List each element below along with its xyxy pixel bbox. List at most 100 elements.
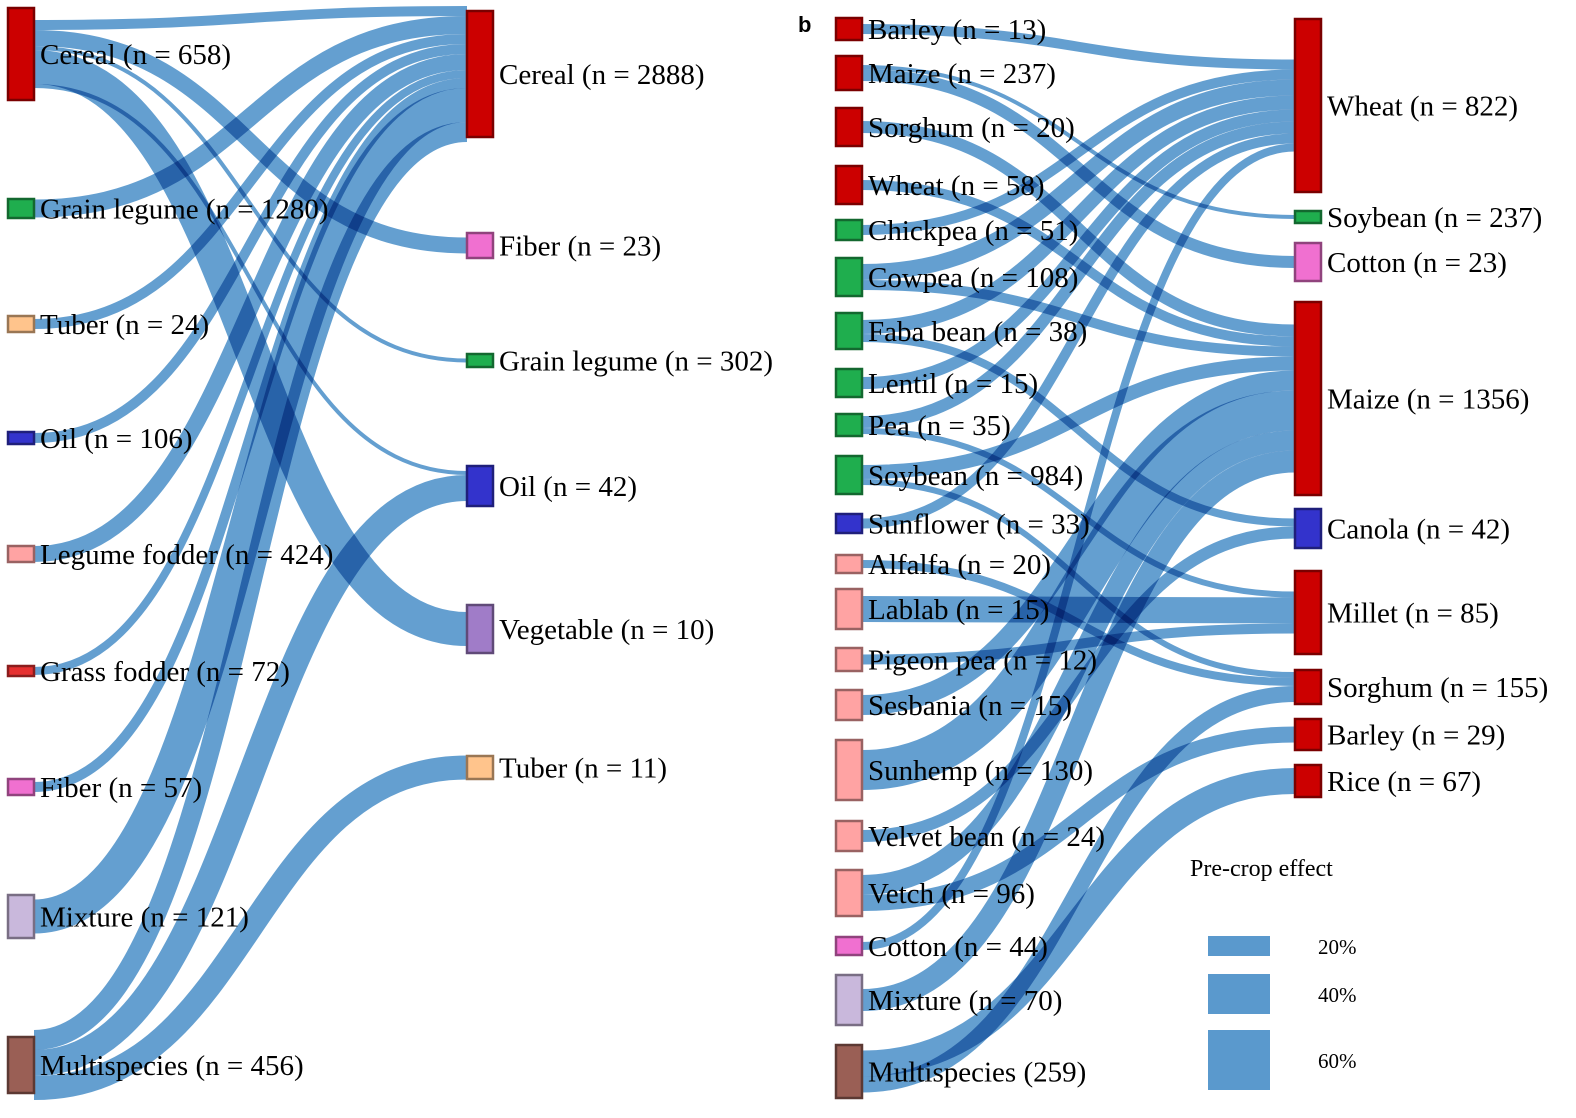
source-bar-mixture [834, 973, 864, 1027]
target-label-t_sorghum: Sorghum (n = 155) [1327, 672, 1548, 704]
target-label-t_tuber: Tuber (n = 11) [499, 753, 667, 785]
target-label-t_canola: Canola (n = 42) [1327, 514, 1510, 546]
flow-pea-to-t_wheat [861, 121, 1296, 428]
target-node-t_canola: Canola (n = 42) [1293, 507, 1510, 550]
source-node-sesbania: Sesbania (n = 15) [834, 688, 1072, 722]
source-node-lentil: Lentil (n = 15) [834, 367, 1038, 400]
source-node-velvet_bean: Velvet bean (n = 24) [834, 819, 1105, 853]
source-bar-faba_bean [834, 311, 864, 351]
target-label-t_cereal: Cereal (n = 2888) [499, 59, 705, 91]
flow-tuber-to-t_cereal [33, 34, 468, 329]
source-node-vetch: Vetch (n = 96) [834, 868, 1035, 918]
flow-multispecies-to-t_rice [861, 768, 1296, 1077]
source-label-maize: Maize (n = 237) [868, 58, 1056, 90]
target-bar-t_barley [1293, 717, 1323, 752]
target-label-t_fiber: Fiber (n = 23) [499, 231, 661, 263]
flow-faba_bean-to-t_canola [861, 334, 1296, 527]
source-node-wheat: Wheat (n = 58) [834, 164, 1045, 206]
flow-cotton-to-t_wheat [861, 143, 1296, 950]
target-bar-t_rice [1293, 763, 1323, 799]
flow-sunflower-to-t_wheat [861, 133, 1296, 529]
panel-b-flows [861, 24, 1296, 1093]
flow-maize-to-t_cotton [861, 69, 1296, 268]
source-label-soybean: Soybean (n = 984) [868, 460, 1083, 492]
target-label-t_grain_legume: Grain legume (n = 302) [499, 346, 773, 378]
flow-grass_fodder-to-t_cereal [33, 70, 468, 675]
source-bar-maize [834, 54, 864, 92]
panel-b: b Barley (n = 13) Maize (n = 237) Sorghum … [798, 12, 1548, 1100]
target-node-t_oil: Oil (n = 42) [465, 464, 637, 508]
source-node-grass_fodder: Grass fodder (n = 72) [6, 656, 290, 688]
source-bar-wheat [834, 164, 864, 206]
source-node-multispecies: Multispecies (n = 456) [6, 1035, 304, 1095]
flow-mixture-to-t_maize [861, 450, 1296, 1011]
source-bar-lentil [834, 367, 864, 399]
target-node-t_barley: Barley (n = 29) [1293, 717, 1505, 752]
target-bar-t_cotton [1293, 241, 1323, 283]
source-bar-pigeon_pea [834, 646, 864, 673]
flow-chickpea-to-t_wheat [861, 69, 1296, 235]
source-label-alfalfa: Alfalfa (n = 20) [868, 549, 1051, 581]
source-bar-oil [6, 430, 36, 446]
target-node-t_tuber: Tuber (n = 11) [465, 753, 667, 785]
target-label-t_barley: Barley (n = 29) [1327, 720, 1505, 752]
flow-cereal-to-t_vegetable [33, 50, 468, 646]
flow-multispecies-to-t_sorghum [861, 686, 1296, 1093]
flow-soybean-to-t_maize [861, 356, 1296, 479]
flow-grain_legume-to-t_cereal [33, 16, 468, 218]
source-bar-sunflower [834, 512, 864, 535]
flow-wheat-to-t_maize [861, 180, 1296, 347]
target-label-t_oil: Oil (n = 42) [499, 471, 637, 503]
target-bar-t_maize [1293, 300, 1323, 497]
target-label-t_wheat: Wheat (n = 822) [1327, 91, 1518, 123]
flow-pea-to-t_millet [861, 428, 1296, 598]
source-node-oil: Oil (n = 106) [6, 423, 192, 455]
target-label-t_cotton: Cotton (n = 23) [1327, 247, 1507, 279]
source-bar-lablab [834, 587, 864, 631]
target-label-t_millet: Millet (n = 85) [1327, 598, 1499, 630]
legend: Pre-crop effect 20% 40% 60% [1190, 856, 1357, 1090]
source-bar-sunhemp [834, 738, 864, 802]
source-node-tuber: Tuber (n = 24) [6, 309, 209, 341]
flow-multispecies-to-t_cereal [33, 122, 468, 1050]
source-bar-sesbania [834, 688, 864, 722]
source-bar-sorghum [834, 106, 864, 148]
source-node-sunflower: Sunflower (n = 33) [834, 509, 1090, 541]
flow-vetch-to-t_maize [861, 430, 1296, 895]
flow-fiber-to-t_cereal [33, 78, 468, 792]
source-label-pigeon_pea: Pigeon pea (n = 12) [868, 645, 1097, 677]
source-bar-barley [834, 16, 864, 42]
source-label-tuber: Tuber (n = 24) [40, 309, 209, 341]
source-bar-multispecies [834, 1043, 864, 1100]
source-node-barley: Barley (n = 13) [834, 14, 1046, 46]
source-bar-cowpea [834, 256, 864, 298]
flow-lentil-to-t_wheat [861, 109, 1296, 389]
source-node-alfalfa: Alfalfa (n = 20) [834, 549, 1051, 581]
panel-b-tag: b [798, 12, 811, 37]
source-bar-legume_fodder [6, 544, 36, 564]
target-label-t_maize: Maize (n = 1356) [1327, 384, 1529, 416]
source-node-cereal: Cereal (n = 658) [6, 6, 231, 102]
flow-legume_fodder-to-t_cereal [33, 54, 468, 562]
target-bar-t_wheat [1293, 17, 1323, 194]
source-bar-grain_legume [6, 197, 36, 220]
source-label-legume_fodder: Legume fodder (n = 424) [40, 539, 333, 571]
target-node-t_rice: Rice (n = 67) [1293, 763, 1481, 799]
source-bar-velvet_bean [834, 819, 864, 853]
source-node-cowpea: Cowpea (n = 108) [834, 256, 1078, 298]
panel-b-nodes: Barley (n = 13) Maize (n = 237) Sorghum (n… [834, 14, 1548, 1100]
flow-sorghum-to-t_maize [861, 121, 1296, 337]
target-node-t_vegetable: Vegetable (n = 10) [465, 603, 714, 655]
target-label-t_vegetable: Vegetable (n = 10) [499, 614, 714, 646]
source-label-sorghum: Sorghum (n = 20) [868, 112, 1075, 144]
source-node-cotton: Cotton (n = 44) [834, 931, 1048, 963]
target-bar-t_canola [1293, 507, 1323, 550]
source-bar-grass_fodder [6, 664, 36, 678]
legend-title: Pre-crop effect [1190, 856, 1333, 882]
flow-sunhemp-to-t_maize [861, 390, 1296, 790]
flow-vetch-to-t_barley [861, 726, 1296, 911]
source-node-faba_bean: Faba bean (n = 38) [834, 311, 1087, 351]
target-bar-t_vegetable [465, 603, 495, 655]
source-bar-multispecies [6, 1035, 36, 1095]
panel-a-flows [32, 6, 469, 1100]
